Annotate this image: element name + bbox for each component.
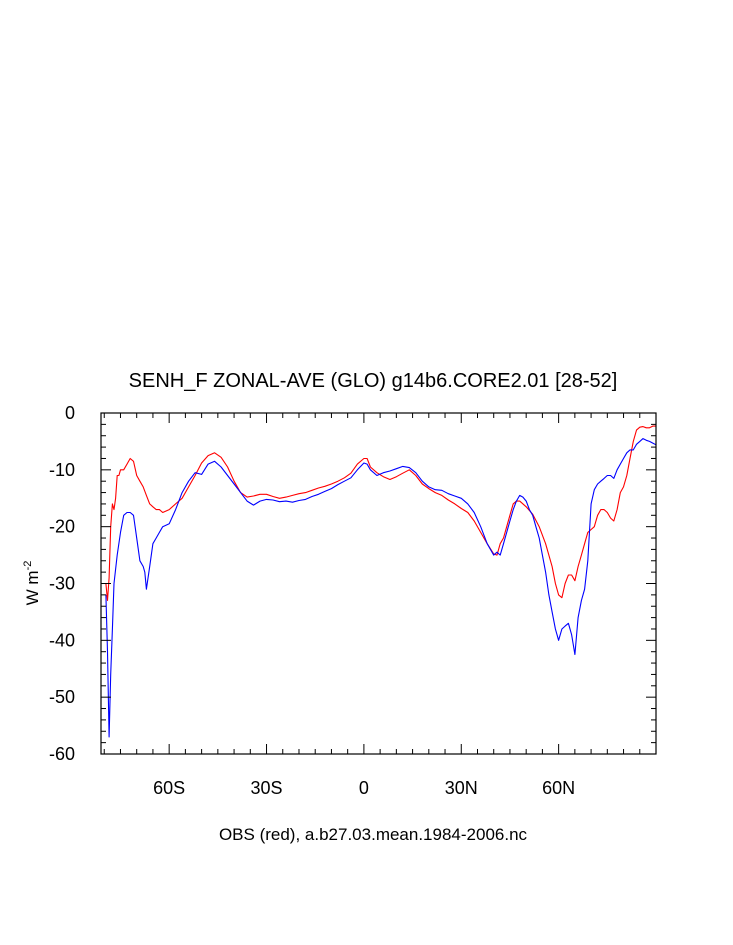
y-axis-label: W m-2	[22, 561, 42, 606]
series-line-2	[105, 438, 657, 738]
y-axis-label-exponent: -2	[22, 561, 34, 571]
x-tick-label: 30N	[445, 778, 478, 798]
plot-frame	[100, 412, 657, 755]
y-tick-label: -30	[49, 574, 75, 594]
x-tick-label: 30S	[251, 778, 283, 798]
y-axis: 0 -10 -20 -30 -40 -50 -60	[49, 403, 656, 764]
chart-caption: OBS (red), a.b27.03.mean.1984-2006.nc	[219, 825, 528, 844]
x-tick-label: 60S	[153, 778, 185, 798]
y-tick-label: -10	[49, 460, 75, 480]
y-tick-label: -50	[49, 687, 75, 707]
y-axis-label-text: W m	[23, 570, 42, 605]
y-tick-label: 0	[65, 403, 75, 423]
x-axis: 60S 30S 0 30N 60N	[103, 413, 657, 798]
chart-title: SENH_F ZONAL-AVE (GLO) g14b6.CORE2.01 [2…	[129, 370, 618, 392]
y-tick-label: -40	[49, 630, 75, 650]
y-tick-label: -60	[49, 744, 75, 764]
series-line-1	[105, 425, 656, 602]
x-tick-label: 0	[359, 778, 369, 798]
plot-layer	[105, 425, 657, 738]
y-tick-label: -20	[49, 517, 75, 537]
x-tick-label: 60N	[542, 778, 575, 798]
